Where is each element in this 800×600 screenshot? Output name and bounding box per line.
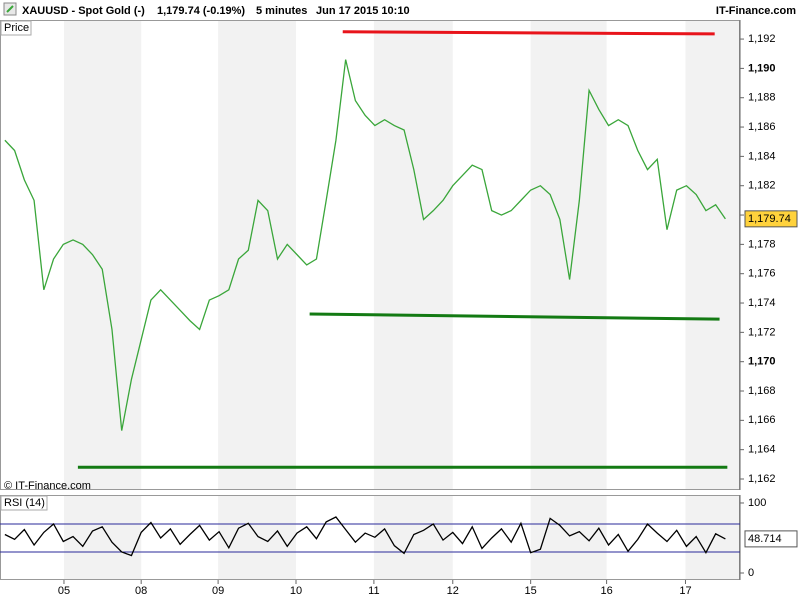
last-value-box [744,210,798,228]
x-tick-label: 12 [447,585,459,597]
symbol: XAUUSD - Spot Gold (-) [22,5,145,17]
last-value-label: 48.714 [748,533,782,545]
panel-label-box [0,20,32,36]
day-band [530,495,607,580]
y-tick-label: 1,168 [748,385,776,397]
x-tick-label: 10 [290,585,302,597]
y-tick-label: 1,170 [748,356,776,368]
day-band [63,20,142,490]
watermark: © IT-Finance.com [4,480,91,492]
day-band [218,20,296,490]
panel-label: RSI (14) [4,497,45,509]
y-tick-label: 1,162 [748,473,776,485]
backgrounds [0,20,740,580]
y-tick-label: 1,184 [748,150,776,162]
app-icon-line [6,5,14,13]
y-tick-label: 1,192 [748,33,776,45]
brand: IT-Finance.com [716,5,796,17]
day-band [218,495,296,580]
y-tick-label: 1,190 [748,62,776,74]
y-tick-label: 1,182 [748,180,776,192]
series-line [4,59,726,431]
y-tick-label: 1,176 [748,268,776,280]
trendline [309,312,720,321]
trendline [342,30,715,36]
x-tick-label: 09 [212,585,224,597]
panel-label: Price [4,22,29,34]
y-tick-label: 1,178 [748,238,776,250]
day-band [63,495,142,580]
day-band [373,20,453,490]
x-tick-label: 08 [135,585,147,597]
quote: 1,179.74 (-0.19%) [157,5,245,17]
panel-label-box [0,495,48,511]
x-tick-label: 11 [368,585,379,597]
last-value-label: 1,179.74 [748,213,791,225]
y-tick-label: 0 [748,567,754,579]
x-tick-label: 15 [525,585,537,597]
x-tick-label: 17 [679,585,691,597]
y-tick-label: 100 [748,497,766,509]
y-tick-label: 1,188 [748,92,776,104]
day-band [685,20,740,490]
y-tick-label: 1,172 [748,326,776,338]
x-tick-label: 05 [58,585,70,597]
day-band [685,495,740,580]
y-tick-label: 1,186 [748,121,776,133]
day-band [530,20,607,490]
last-value-box [744,530,798,548]
interval: 5 minutes [256,5,307,17]
series-line [4,516,726,557]
y-tick-label: 1,164 [748,444,776,456]
day-band [373,495,453,580]
timestamp: Jun 17 2015 10:10 [316,5,410,17]
y-tick-label: 1,174 [748,297,776,309]
y-tick-label: 1,166 [748,414,776,426]
plots: 1,162 1,164 1,166 1,168 1,170 1,172 1,174 1,176… [0,20,798,597]
x-tick-label: 16 [600,585,612,597]
